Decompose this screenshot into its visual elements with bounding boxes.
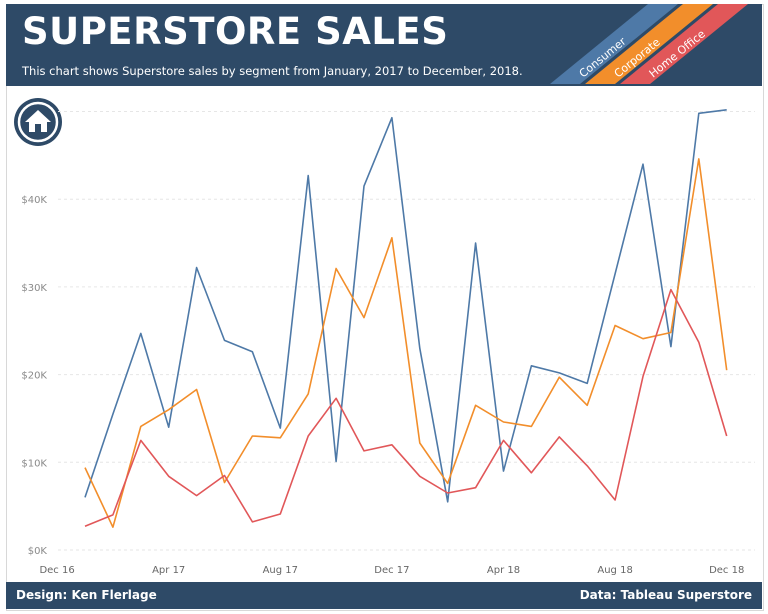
legend-consumer-band[interactable] [550,4,678,84]
legend-home-office-band[interactable] [620,4,748,84]
x-tick-label: Apr 17 [152,565,185,576]
dashboard-frame [6,4,764,611]
footer-bar: Design: Ken Flerlage Data: Tableau Super… [6,582,762,609]
data-source: Data: Tableau Superstore [579,588,752,602]
y-tick-label: $40K [21,195,47,206]
x-tick-label: Aug 17 [263,565,298,576]
home-icon[interactable] [13,97,63,147]
line-chart: $0K$10K$20K$30K$40K Dec 16 Apr 17 Aug 17 De… [21,109,755,576]
x-tick-label: Apr 18 [487,565,520,576]
y-tick-label: $30K [21,283,47,294]
design-credit: Design: Ken Flerlage [16,588,157,602]
y-axis: $0K $10K $20K $30K $40K [21,195,47,557]
x-tick-label: Aug 18 [597,565,632,576]
page-title: SUPERSTORE SALES [22,10,449,53]
x-tick-label: Dec 18 [709,565,744,576]
page-subtitle: This chart shows Superstore sales by seg… [22,64,523,78]
series-line-home-office[interactable] [84,288,728,528]
gridlines [58,111,755,551]
legend: Consumer Corporate Home Office [550,4,748,84]
x-tick-label: Dec 16 [39,565,74,576]
series-line-corporate[interactable] [84,158,728,529]
y-tick-label: $0K [28,546,48,557]
series-line-consumer[interactable] [84,109,727,503]
header-banner: SUPERSTORE SALES This chart shows Supers… [6,4,762,86]
legend-corporate-band[interactable] [585,4,713,84]
y-tick-label: $20K [21,371,47,382]
series-lines [84,109,728,529]
y-tick-label: $10K [21,458,47,469]
x-axis: Dec 16 Apr 17 Aug 17 Dec 17 Apr 18 Aug 18 Dec … [39,565,744,576]
x-tick-label: Dec 17 [374,565,409,576]
